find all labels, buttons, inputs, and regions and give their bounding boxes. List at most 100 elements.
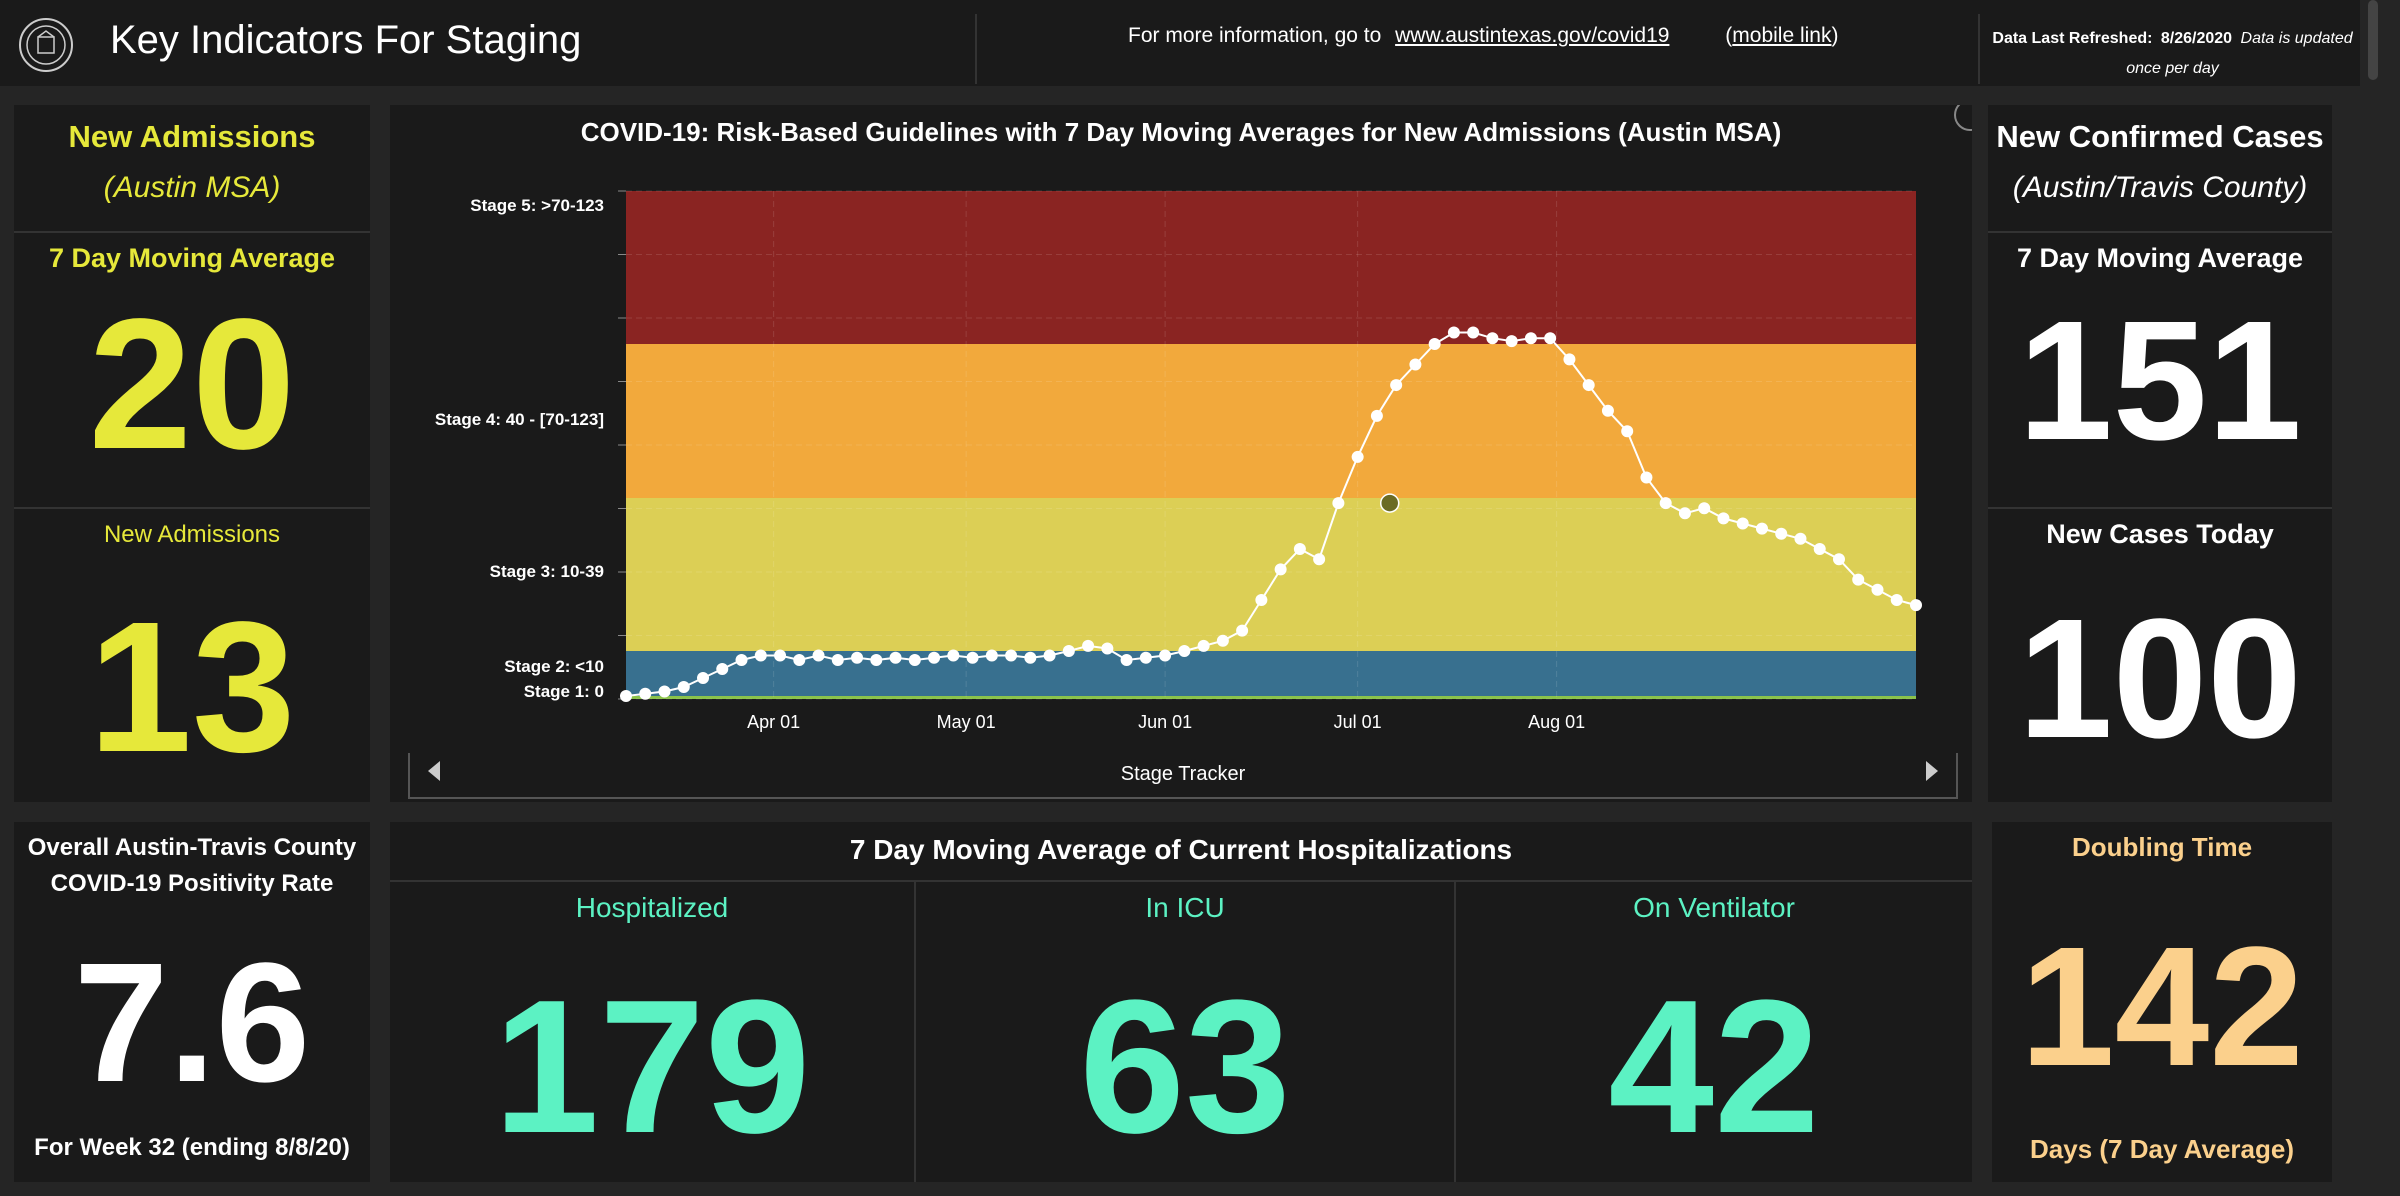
metric-ventilator-value: 42 bbox=[1608, 961, 1820, 1173]
data-point[interactable] bbox=[1544, 332, 1557, 345]
data-point[interactable] bbox=[1178, 645, 1191, 657]
data-point[interactable] bbox=[851, 651, 864, 664]
data-point[interactable] bbox=[1274, 563, 1287, 576]
admissions-today-label: New Admissions bbox=[103, 521, 281, 548]
data-point[interactable] bbox=[1813, 543, 1826, 555]
x-tick-label: Jun 01 bbox=[1138, 712, 1192, 732]
data-point[interactable] bbox=[1082, 639, 1095, 652]
data-point[interactable] bbox=[1524, 332, 1537, 345]
data-point[interactable] bbox=[1043, 649, 1056, 662]
cases-avg-label: 7 Day Moving Average bbox=[2016, 243, 2304, 273]
data-point[interactable] bbox=[1505, 335, 1518, 348]
data-point[interactable] bbox=[1486, 332, 1499, 345]
data-point[interactable] bbox=[1428, 338, 1441, 350]
data-point[interactable] bbox=[1871, 583, 1884, 596]
new-admissions-title: New Admissions bbox=[68, 119, 316, 154]
stage-label-5: Stage 5: >70-123 bbox=[470, 196, 604, 215]
data-point[interactable] bbox=[774, 649, 787, 662]
data-point[interactable] bbox=[1005, 649, 1018, 662]
mobile-link[interactable]: mobile link bbox=[1732, 24, 1832, 47]
data-point[interactable] bbox=[1621, 425, 1634, 438]
admissions-today-block: New Admissions 13 bbox=[14, 521, 370, 781]
data-point[interactable] bbox=[1447, 326, 1460, 339]
next-arrow-icon[interactable] bbox=[1926, 761, 1938, 781]
data-point[interactable] bbox=[908, 654, 921, 666]
data-point[interactable] bbox=[1755, 522, 1768, 535]
positivity-title-line2: COVID-19 Positivity Rate bbox=[50, 870, 334, 897]
data-point[interactable] bbox=[985, 649, 998, 662]
x-tick-label: May 01 bbox=[937, 712, 996, 732]
data-point[interactable] bbox=[1910, 599, 1922, 612]
data-point[interactable] bbox=[1640, 471, 1653, 484]
data-point[interactable] bbox=[1332, 497, 1345, 510]
refresh-note: Data is updated once per day bbox=[2126, 30, 2353, 77]
metric-icu: In ICU 63 bbox=[916, 892, 1454, 1182]
data-point[interactable] bbox=[1678, 507, 1691, 520]
data-point[interactable] bbox=[1794, 532, 1807, 545]
divider bbox=[1988, 507, 2332, 509]
stage-label-1: Stage 1: 0 bbox=[524, 682, 604, 701]
data-point[interactable] bbox=[735, 654, 748, 666]
data-point[interactable] bbox=[1370, 409, 1383, 422]
data-point[interactable] bbox=[1601, 404, 1614, 417]
data-point[interactable] bbox=[1159, 649, 1172, 662]
data-point[interactable] bbox=[1293, 543, 1306, 555]
prev-arrow-icon[interactable] bbox=[428, 761, 440, 781]
data-point[interactable] bbox=[620, 690, 632, 702]
data-point[interactable] bbox=[1409, 358, 1422, 371]
data-point[interactable] bbox=[1255, 594, 1268, 606]
data-point[interactable] bbox=[1890, 594, 1903, 606]
data-point[interactable] bbox=[1563, 353, 1576, 366]
doubling-title: Doubling Time bbox=[2071, 832, 2253, 862]
data-point[interactable] bbox=[1313, 553, 1326, 566]
covid-info-link[interactable]: www.austintexas.gov/covid19 bbox=[1395, 24, 1670, 47]
data-point[interactable] bbox=[1659, 497, 1672, 510]
data-point[interactable] bbox=[793, 654, 806, 666]
data-point[interactable] bbox=[1717, 512, 1730, 525]
data-point[interactable] bbox=[697, 672, 710, 684]
new-cases-header: New Confirmed Cases (Austin/Travis Count… bbox=[1988, 119, 2332, 205]
cases-avg-block: 7 Day Moving Average 151 bbox=[1988, 243, 2332, 466]
data-point[interactable] bbox=[966, 651, 979, 664]
data-point[interactable] bbox=[639, 687, 652, 700]
data-point[interactable] bbox=[658, 685, 671, 698]
data-point[interactable] bbox=[812, 649, 825, 662]
data-point[interactable] bbox=[1062, 645, 1075, 657]
data-point[interactable] bbox=[947, 649, 960, 662]
data-point[interactable] bbox=[1852, 573, 1865, 586]
data-point[interactable] bbox=[831, 654, 844, 666]
data-point[interactable] bbox=[1197, 639, 1210, 652]
stage-label-4: Stage 4: 40 - [70-123] bbox=[435, 410, 604, 429]
divider bbox=[390, 880, 1972, 882]
positivity-footer: For Week 32 (ending 8/8/20) bbox=[34, 1134, 350, 1161]
header-bar: Key Indicators For Staging For more info… bbox=[0, 0, 2360, 86]
info-prefix: For more information, go to bbox=[1128, 24, 1382, 47]
metric-ventilator: On Ventilator 42 bbox=[1456, 892, 1972, 1182]
data-point[interactable] bbox=[1101, 642, 1114, 655]
data-point[interactable] bbox=[677, 681, 690, 693]
data-point[interactable] bbox=[1832, 553, 1845, 566]
highlight-marker[interactable] bbox=[1379, 493, 1400, 513]
data-point[interactable] bbox=[1775, 527, 1788, 540]
data-point[interactable] bbox=[928, 651, 941, 664]
right-scrollbar[interactable] bbox=[2368, 0, 2378, 80]
data-point[interactable] bbox=[1698, 502, 1711, 515]
city-seal-icon bbox=[19, 18, 73, 72]
divider bbox=[1988, 231, 2332, 233]
data-point[interactable] bbox=[1582, 379, 1595, 392]
data-point[interactable] bbox=[1024, 651, 1037, 664]
data-point[interactable] bbox=[1236, 624, 1249, 637]
data-point[interactable] bbox=[1390, 379, 1403, 392]
data-point[interactable] bbox=[716, 663, 729, 675]
data-point[interactable] bbox=[1120, 654, 1133, 666]
data-point[interactable] bbox=[1139, 651, 1152, 664]
new-cases-title: New Confirmed Cases bbox=[1996, 119, 2324, 154]
data-point[interactable] bbox=[1216, 634, 1229, 647]
data-point[interactable] bbox=[1351, 450, 1364, 463]
data-point[interactable] bbox=[1467, 326, 1480, 339]
data-point[interactable] bbox=[754, 649, 767, 662]
data-point[interactable] bbox=[870, 654, 883, 666]
data-point[interactable] bbox=[1736, 517, 1749, 530]
admissions-avg-label: 7 Day Moving Average bbox=[48, 243, 336, 273]
data-point[interactable] bbox=[889, 651, 902, 664]
